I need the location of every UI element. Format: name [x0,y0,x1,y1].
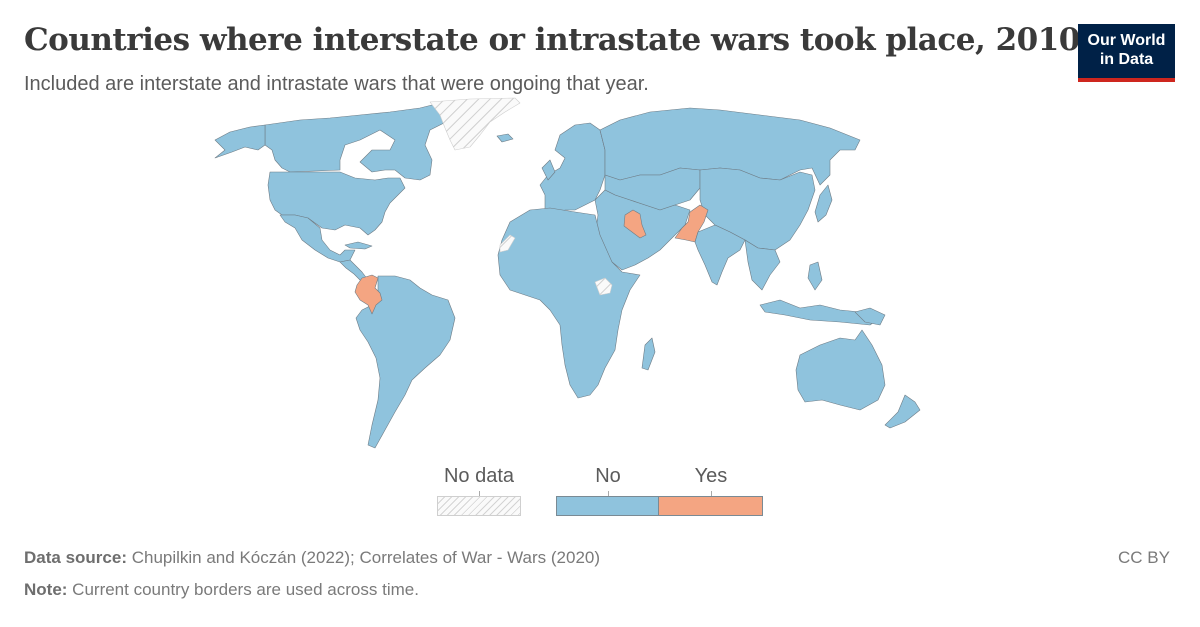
legend-no-swatch[interactable] [556,496,659,516]
note: Note: Current country borders are used a… [24,580,419,600]
legend-yes-tick [711,491,712,496]
logo-line-1: Our World [1087,32,1166,49]
country-western-sahara-no-data[interactable] [499,234,516,253]
country-mexico[interactable] [279,214,356,263]
country-south-sudan-no-data[interactable] [594,277,613,296]
legend-no-data-swatch[interactable] [437,496,521,516]
country-canada[interactable] [264,102,456,181]
country-philippines[interactable] [807,261,823,291]
country-madagascar[interactable] [641,337,656,371]
country-japan[interactable] [814,184,833,223]
legend-no-tick [608,491,609,496]
country-uk[interactable] [541,159,556,181]
chart-subtitle: Included are interstate and intrastate w… [24,73,649,95]
legend: No data No Yes [0,460,1200,520]
chart-title: Countries where interstate or intrastate… [24,22,1080,58]
country-colombia[interactable] [354,274,383,315]
note-label: Note: [24,580,68,599]
legend-yes-label: Yes [694,465,728,487]
data-source: Data source: Chupilkin and Kóczán (2022)… [24,548,600,568]
region-africa[interactable] [497,207,641,399]
logo-line-2: in Data [1099,51,1154,68]
country-new-zealand[interactable] [884,394,921,429]
legend-no-label: No [595,465,621,487]
country-greenland-no-data[interactable] [429,97,521,151]
legend-no-data-label: No data [443,465,515,487]
world-map [214,97,921,449]
country-india[interactable] [694,224,746,286]
owid-logo[interactable]: Our World in Data [1078,24,1175,82]
country-iraq[interactable] [623,209,647,239]
region-southeast-asia[interactable] [744,239,781,291]
country-iceland[interactable] [496,133,514,143]
country-alaska[interactable] [214,124,266,159]
country-usa[interactable] [267,171,406,236]
country-venezuela-region[interactable] [355,275,456,449]
legend-no-data-tick [479,491,480,496]
data-source-label: Data source: [24,548,127,567]
license-link[interactable]: CC BY [1118,548,1170,567]
country-cuba[interactable] [344,241,373,250]
country-papua-new-guinea[interactable] [854,307,886,326]
legend-yes-swatch[interactable] [659,496,763,516]
country-australia[interactable] [795,329,886,411]
data-source-text[interactable]: Chupilkin and Kóczán (2022); Correlates … [126,548,601,567]
note-text: Current country borders are used across … [67,580,419,599]
